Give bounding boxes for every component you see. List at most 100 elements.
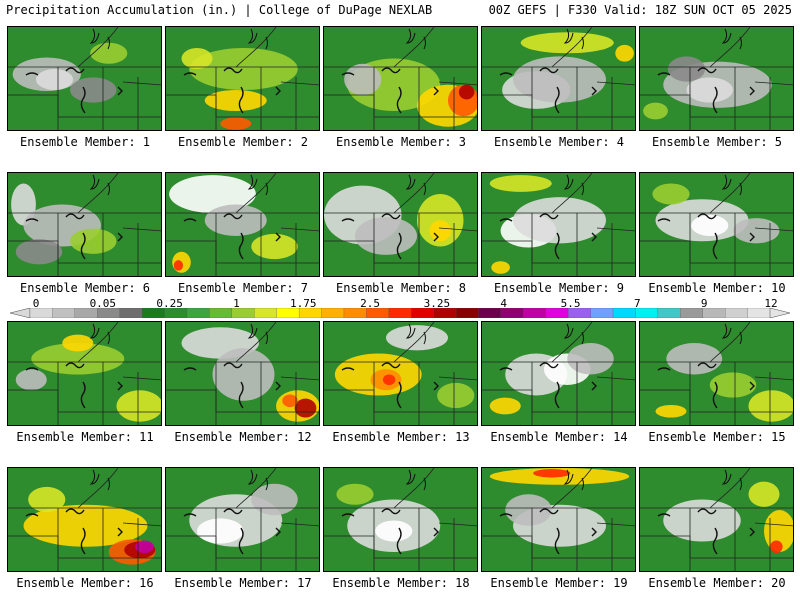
ensemble-member-label: Ensemble Member: 11: [16, 430, 154, 444]
ensemble-map-panel: [639, 321, 794, 426]
boundary-line: [709, 468, 751, 509]
river-line: [554, 232, 560, 260]
precip-field: [324, 27, 477, 130]
river-line: [396, 381, 402, 409]
river-line: [65, 362, 85, 369]
precip-field: [8, 322, 161, 425]
colorbar-swatch: [119, 308, 143, 318]
river-line: [712, 232, 718, 260]
colorbar-swatch: [141, 308, 166, 318]
boundary-line: [709, 173, 751, 214]
precip-area: [70, 228, 117, 254]
boundary-line: [77, 27, 119, 68]
river-line: [697, 213, 717, 220]
precip-area: [336, 483, 374, 505]
river-line: [433, 381, 439, 391]
ensemble-member-label: Ensemble Member: 13: [332, 430, 470, 444]
river-line: [499, 513, 513, 517]
river-line: [499, 367, 513, 371]
colorbar-swatch: [97, 308, 121, 318]
colorbar-swatch: [568, 308, 592, 318]
colorbar-tick-label: 12: [764, 297, 778, 310]
lake-outline: [89, 174, 100, 190]
precip-area: [344, 63, 382, 96]
colorbar-scale: [10, 308, 790, 318]
precip-area: [173, 260, 184, 271]
lake-outline: [563, 323, 574, 339]
colorbar-swatch: [455, 308, 480, 318]
precip-field: [482, 322, 635, 425]
boundary-line: [596, 522, 635, 527]
ensemble-member-label: Ensemble Member: 12: [174, 430, 312, 444]
river-line: [117, 86, 123, 96]
precip-area: [375, 520, 413, 542]
boundary-line: [754, 376, 793, 381]
ensemble-map-panel: [7, 172, 162, 277]
colorbar-swatch: [186, 308, 211, 318]
river-line: [554, 86, 560, 114]
boundary-line: [122, 227, 161, 232]
lake-outline: [405, 469, 416, 485]
boundary-line: [393, 173, 435, 214]
ensemble-member-label: Ensemble Member: 17: [174, 576, 312, 590]
colorbar: 0 0.05 0.25 1 1.75 2.5 3.25 4 5.5 7 9 12: [10, 297, 790, 321]
boundary-line: [122, 376, 161, 381]
river-line: [25, 218, 39, 222]
river-line: [275, 232, 281, 242]
boundary-line: [596, 81, 635, 86]
colorbar-tick-label: 2.5: [360, 297, 381, 310]
boundary-line: [754, 522, 793, 527]
precip-field: [324, 322, 477, 425]
colorbar-arrow-right: [769, 308, 790, 318]
precip-field: [640, 173, 793, 276]
river-line: [183, 367, 197, 371]
river-line: [657, 72, 671, 76]
precip-field: [166, 322, 319, 425]
boundary-line: [122, 522, 161, 527]
colorbar-swatch: [657, 308, 681, 318]
river-line: [25, 367, 39, 371]
river-line: [712, 527, 718, 555]
lake-outline: [423, 331, 426, 345]
precip-area: [652, 183, 690, 205]
precip-area: [770, 540, 783, 554]
ensemble-member-label: Ensemble Member: 20: [648, 576, 786, 590]
ensemble-map-panel: [7, 467, 162, 572]
river-line: [539, 508, 559, 515]
lake-outline: [721, 469, 732, 485]
river-line: [749, 527, 755, 537]
colorbar-swatch: [725, 308, 749, 318]
colorbar-swatch: [231, 308, 255, 318]
boundary-line: [393, 27, 435, 68]
boundary-line: [754, 227, 793, 232]
river-line: [275, 527, 281, 537]
river-line: [749, 232, 755, 242]
ensemble-map-panel: [323, 26, 478, 131]
colorbar-tick-label: 5.5: [560, 297, 581, 310]
ensemble-member-label: Ensemble Member: 15: [648, 430, 786, 444]
lake-outline: [405, 28, 416, 44]
colorbar-swatch: [500, 308, 524, 318]
boundary-line: [438, 81, 477, 86]
river-line: [238, 527, 244, 555]
river-line: [539, 67, 559, 74]
river-line: [80, 381, 86, 409]
river-line: [433, 527, 439, 537]
boundary-line: [77, 468, 119, 509]
river-line: [238, 86, 244, 114]
precip-area: [748, 481, 780, 507]
lake-outline: [247, 28, 258, 44]
precip-area: [643, 102, 668, 120]
colorbar-tick-label: 7: [634, 297, 641, 310]
precip-field: [640, 468, 793, 571]
lake-outline: [247, 174, 258, 190]
river-line: [697, 508, 717, 515]
precip-area: [655, 404, 687, 418]
colorbar-swatch: [478, 308, 502, 318]
precip-field: [482, 468, 635, 571]
river-line: [381, 213, 401, 220]
ensemble-member-label: Ensemble Member: 10: [648, 281, 786, 295]
ensemble-map-panel: [639, 26, 794, 131]
river-line: [25, 72, 39, 76]
precip-area: [489, 175, 552, 192]
